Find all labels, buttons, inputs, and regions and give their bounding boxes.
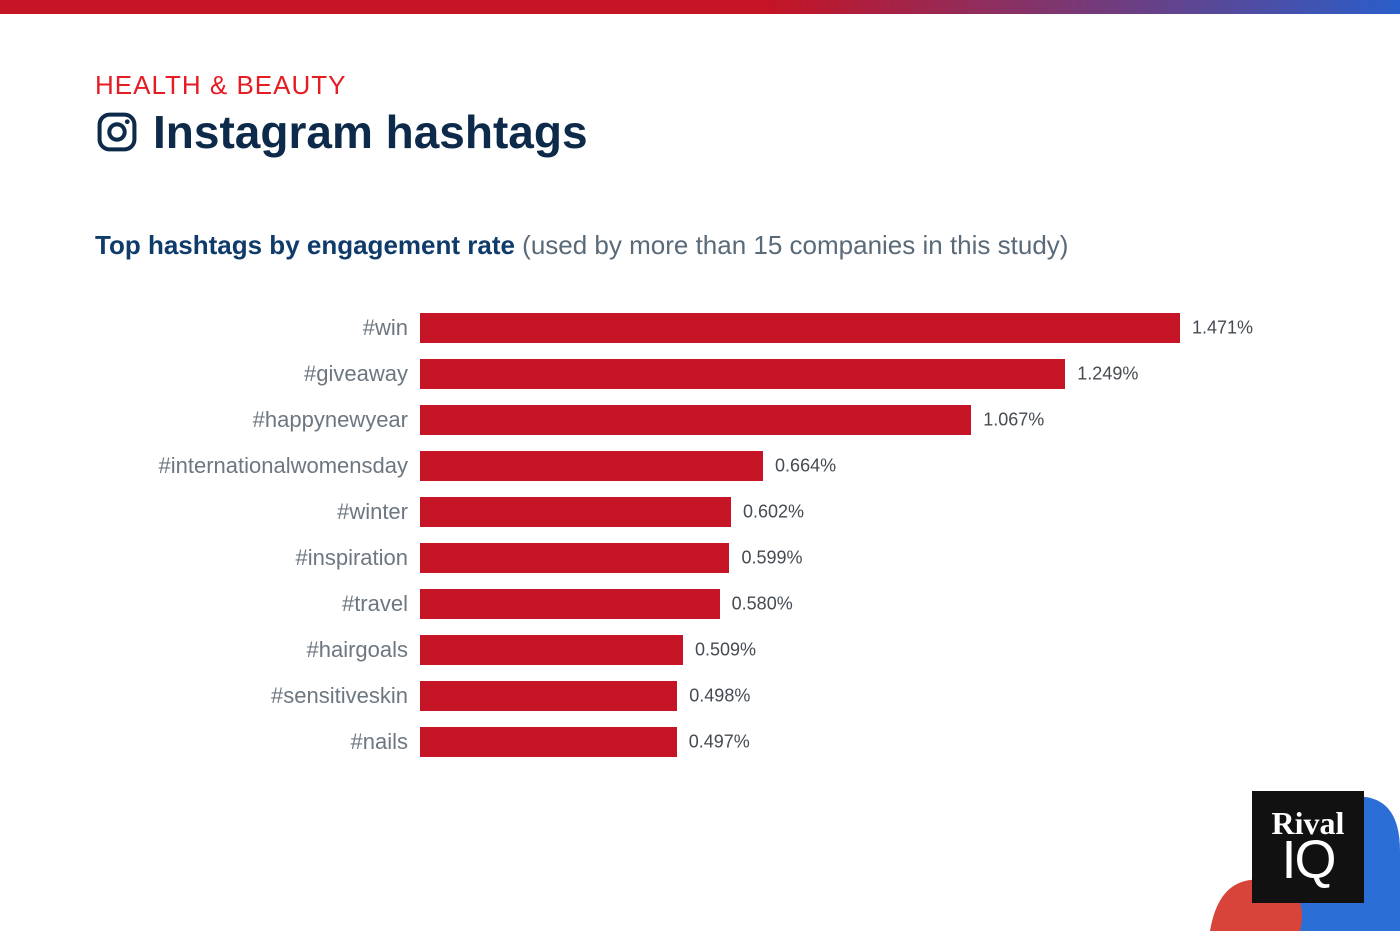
bar-row: #travel 0.580%	[95, 581, 1275, 627]
bar-value: 0.497%	[689, 732, 750, 753]
bar-label: #win	[95, 315, 420, 341]
bar-row: #internationalwomensday 0.664%	[95, 443, 1275, 489]
bar-label: #travel	[95, 591, 420, 617]
bar-row: #inspiration 0.599%	[95, 535, 1275, 581]
bar-track: 1.471%	[420, 313, 1180, 343]
hashtag-bar-chart: #win1.471%#giveaway1.249%#happynewyear1.…	[95, 305, 1275, 765]
category-label: HEALTH & BEAUTY	[95, 70, 588, 101]
bar-label: #winter	[95, 499, 420, 525]
bar-value: 0.498%	[689, 686, 750, 707]
subtitle: Top hashtags by engagement rate (used by…	[95, 230, 1068, 261]
bar-value: 1.067%	[983, 410, 1044, 431]
bar-track: 0.599%	[420, 543, 1180, 573]
bar-fill	[420, 451, 763, 481]
bar-track: 1.067%	[420, 405, 1180, 435]
bar-label: #internationalwomensday	[95, 453, 420, 479]
bar-value: 1.471%	[1192, 318, 1253, 339]
bar-track: 0.580%	[420, 589, 1180, 619]
bar-fill	[420, 313, 1180, 343]
bar-row: #sensitiveskin 0.498%	[95, 673, 1275, 719]
bar-label: #nails	[95, 729, 420, 755]
bar-fill	[420, 589, 720, 619]
bar-row: #win1.471%	[95, 305, 1275, 351]
bar-track: 0.664%	[420, 451, 1180, 481]
bar-track: 0.498%	[420, 681, 1180, 711]
bar-fill	[420, 635, 683, 665]
bar-value: 1.249%	[1077, 364, 1138, 385]
bar-fill	[420, 359, 1065, 389]
bar-label: #hairgoals	[95, 637, 420, 663]
bar-label: #happynewyear	[95, 407, 420, 433]
bar-value: 0.580%	[732, 594, 793, 615]
bar-track: 1.249%	[420, 359, 1180, 389]
subtitle-light: (used by more than 15 companies in this …	[515, 230, 1069, 260]
top-stripe	[0, 0, 1400, 14]
logo-line-1: Rival	[1272, 807, 1345, 839]
subtitle-bold: Top hashtags by engagement rate	[95, 230, 515, 260]
bar-value: 0.602%	[743, 502, 804, 523]
bar-fill	[420, 681, 677, 711]
bar-label: #inspiration	[95, 545, 420, 571]
bar-label: #giveaway	[95, 361, 420, 387]
bar-track: 0.497%	[420, 727, 1180, 757]
rivaliq-logo: Rival IQ	[1252, 791, 1364, 903]
bar-fill	[420, 497, 731, 527]
instagram-icon	[95, 110, 139, 154]
bar-value: 0.509%	[695, 640, 756, 661]
bar-row: #happynewyear 1.067%	[95, 397, 1275, 443]
bar-label: #sensitiveskin	[95, 683, 420, 709]
bar-value: 0.664%	[775, 456, 836, 477]
bar-row: #hairgoals 0.509%	[95, 627, 1275, 673]
page-title: Instagram hashtags	[153, 105, 588, 159]
logo-line-2: IQ	[1281, 833, 1334, 887]
header: HEALTH & BEAUTY Instagram hashtags	[95, 70, 588, 159]
bar-track: 0.602%	[420, 497, 1180, 527]
bar-track: 0.509%	[420, 635, 1180, 665]
bar-row: #giveaway 1.249%	[95, 351, 1275, 397]
bar-value: 0.599%	[741, 548, 802, 569]
bar-fill	[420, 405, 971, 435]
title-row: Instagram hashtags	[95, 105, 588, 159]
bar-fill	[420, 543, 729, 573]
bar-fill	[420, 727, 677, 757]
bar-row: #winter 0.602%	[95, 489, 1275, 535]
bar-row: #nails 0.497%	[95, 719, 1275, 765]
